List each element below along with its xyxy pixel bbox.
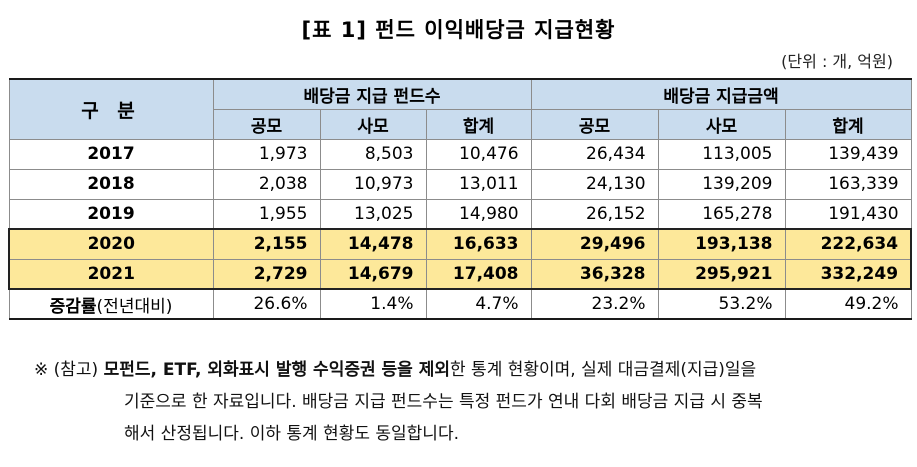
cell: 1,973 (212, 138, 321, 170)
subheader: 공모 (212, 108, 321, 140)
cell: 36,328 (530, 258, 659, 290)
cell: 4.7% (425, 288, 532, 320)
note-bold: 모펀드, ETF, 외화표시 발행 수익증권 등을 제외 (103, 360, 451, 380)
row-year: 2019 (8, 198, 214, 230)
cell: 332,249 (784, 258, 913, 290)
cell: 2,155 (212, 228, 321, 260)
row-year: 2021 (8, 258, 214, 290)
dividend-table: 구 분 배당금 지급 펀드수 배당금 지급금액 공모 사모 합계 공모 사모 합… (8, 78, 913, 320)
cell: 295,921 (657, 258, 786, 290)
cell: 139,439 (784, 138, 912, 170)
row-year: 2017 (8, 138, 214, 170)
cell: 10,973 (319, 168, 427, 200)
header-category: 구 분 (8, 78, 214, 140)
reference-note: ※ (참고) 모펀드, ETF, 외화표시 발행 수익증권 등을 제외한 통계 … (34, 354, 896, 450)
table-row: 2017 1,973 8,503 10,476 26,434 113,005 1… (8, 138, 912, 170)
cell: 16,633 (425, 228, 532, 260)
cell: 163,339 (784, 168, 912, 200)
cell: 1.4% (319, 288, 427, 320)
cell: 222,634 (784, 228, 913, 260)
cell: 8,503 (319, 138, 427, 170)
cell: 26,434 (530, 138, 659, 170)
change-rate-label-rest: (전년대비) (96, 296, 173, 317)
table-row-highlighted: 2021 2,729 14,679 17,408 36,328 295,921 … (8, 258, 913, 290)
cell: 1,955 (212, 198, 321, 230)
change-rate-label: 증감률(전년대비) (8, 288, 214, 320)
subheader: 사모 (657, 108, 786, 140)
table-row: 2018 2,038 10,973 13,011 24,130 139,209 … (8, 168, 912, 200)
change-rate-label-bold: 증감률 (49, 296, 97, 317)
cell: 14,980 (425, 198, 532, 230)
cell: 13,011 (425, 168, 532, 200)
header-dividend-amount: 배당금 지급금액 (530, 78, 912, 110)
cell: 113,005 (657, 138, 786, 170)
cell: 53.2% (657, 288, 786, 320)
cell: 49.2% (784, 288, 912, 320)
cell: 23.2% (530, 288, 659, 320)
subheader: 공모 (530, 108, 659, 140)
header-row-1: 구 분 배당금 지급 펀드수 배당금 지급금액 (8, 78, 912, 140)
note-line-2: 기준으로 한 자료입니다. 배당금 지급 펀드수는 특정 펀드가 연내 다회 배… (124, 392, 763, 412)
cell: 2,729 (212, 258, 321, 290)
cell: 191,430 (784, 198, 912, 230)
header-fund-count: 배당금 지급 펀드수 (212, 78, 532, 110)
note-line-3: 해서 산정됩니다. 이하 통계 현황도 동일합니다. (124, 424, 459, 444)
cell: 26.6% (212, 288, 321, 320)
cell: 139,209 (657, 168, 786, 200)
row-year: 2018 (8, 168, 214, 200)
note-line-1: ※ (참고) 모펀드, ETF, 외화표시 발행 수익증권 등을 제외한 통계 … (34, 354, 896, 386)
cell: 13,025 (319, 198, 427, 230)
note-text: 한 통계 현황이며, 실제 대금결제(지급)일을 (450, 360, 757, 380)
cell: 193,138 (657, 228, 786, 260)
cell: 14,478 (319, 228, 427, 260)
table-title: [표 1] 펀드 이익배당금 지급현황 (301, 18, 616, 42)
subheader: 합계 (784, 108, 912, 140)
cell: 24,130 (530, 168, 659, 200)
row-year: 2020 (8, 228, 214, 260)
cell: 17,408 (425, 258, 532, 290)
unit-label: (단위 : 개, 억원) (781, 52, 893, 71)
cell: 10,476 (425, 138, 532, 170)
table-row-highlighted: 2020 2,155 14,478 16,633 29,496 193,138 … (8, 228, 913, 260)
cell: 26,152 (530, 198, 659, 230)
subheader: 합계 (425, 108, 532, 140)
header-row-2: 공모 사모 합계 공모 사모 합계 (9, 108, 912, 140)
cell: 165,278 (657, 198, 786, 230)
cell: 14,679 (319, 258, 427, 290)
table-row: 2019 1,955 13,025 14,980 26,152 165,278 … (8, 198, 912, 230)
change-rate-row: 증감률(전년대비) 26.6% 1.4% 4.7% 23.2% 53.2% 49… (8, 288, 912, 320)
note-marker: ※ (참고) (34, 360, 99, 380)
subheader: 사모 (319, 108, 427, 140)
cell: 2,038 (212, 168, 321, 200)
cell: 29,496 (530, 228, 659, 260)
